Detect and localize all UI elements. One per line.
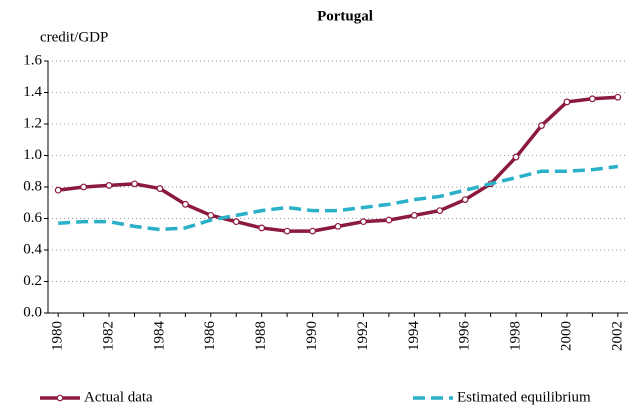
point — [181, 200, 189, 208]
point — [258, 224, 266, 232]
point — [283, 227, 291, 235]
legend-label: Actual data — [84, 389, 153, 405]
x-tick-label: 1990 — [304, 321, 320, 351]
point — [232, 218, 240, 226]
point — [461, 196, 469, 204]
legend-marker — [56, 394, 64, 402]
x-tick-label: 2000 — [558, 321, 574, 351]
point — [385, 216, 393, 224]
x-tick-label: 1992 — [355, 321, 371, 351]
y-tick-label: 0.6 — [23, 210, 42, 226]
point — [105, 182, 113, 189]
x-tick-label: 2002 — [609, 321, 625, 351]
y-tick-label: 1.4 — [23, 84, 42, 100]
point — [309, 227, 316, 235]
point — [563, 98, 571, 106]
point — [538, 122, 545, 129]
point — [80, 183, 88, 191]
point — [436, 207, 444, 215]
point — [334, 222, 342, 230]
point — [588, 95, 596, 103]
point — [54, 186, 62, 194]
point — [512, 153, 520, 161]
y-tick-label: 1.2 — [23, 115, 42, 131]
point — [410, 211, 418, 219]
y-tick-label: 0.8 — [23, 178, 42, 194]
point — [360, 218, 367, 226]
y-axis-label: credit/GDP — [40, 29, 108, 45]
x-tick-label: 1996 — [457, 321, 473, 352]
point — [207, 211, 215, 219]
y-tick-label: 1.6 — [23, 52, 42, 68]
x-tick-label: 1984 — [151, 321, 167, 352]
y-tick-label: 0.2 — [23, 273, 42, 289]
x-tick-label: 1982 — [100, 321, 116, 351]
series-line — [58, 164, 619, 232]
y-tick-label: 1.0 — [23, 147, 42, 163]
point — [131, 180, 138, 188]
x-tick-label: 1998 — [508, 321, 524, 351]
x-tick-label: 1980 — [50, 321, 66, 351]
legend-label: Estimated equilibrium — [457, 389, 591, 405]
x-tick-label: 1988 — [253, 321, 269, 351]
x-tick-label: 1986 — [202, 321, 218, 352]
chart-title: Portugal — [317, 8, 373, 24]
point — [156, 185, 164, 192]
y-tick-label: 0.0 — [23, 304, 42, 320]
y-tick-label: 0.4 — [23, 241, 42, 257]
point — [614, 93, 622, 101]
series-line — [57, 95, 618, 233]
x-tick-label: 1994 — [406, 321, 422, 352]
